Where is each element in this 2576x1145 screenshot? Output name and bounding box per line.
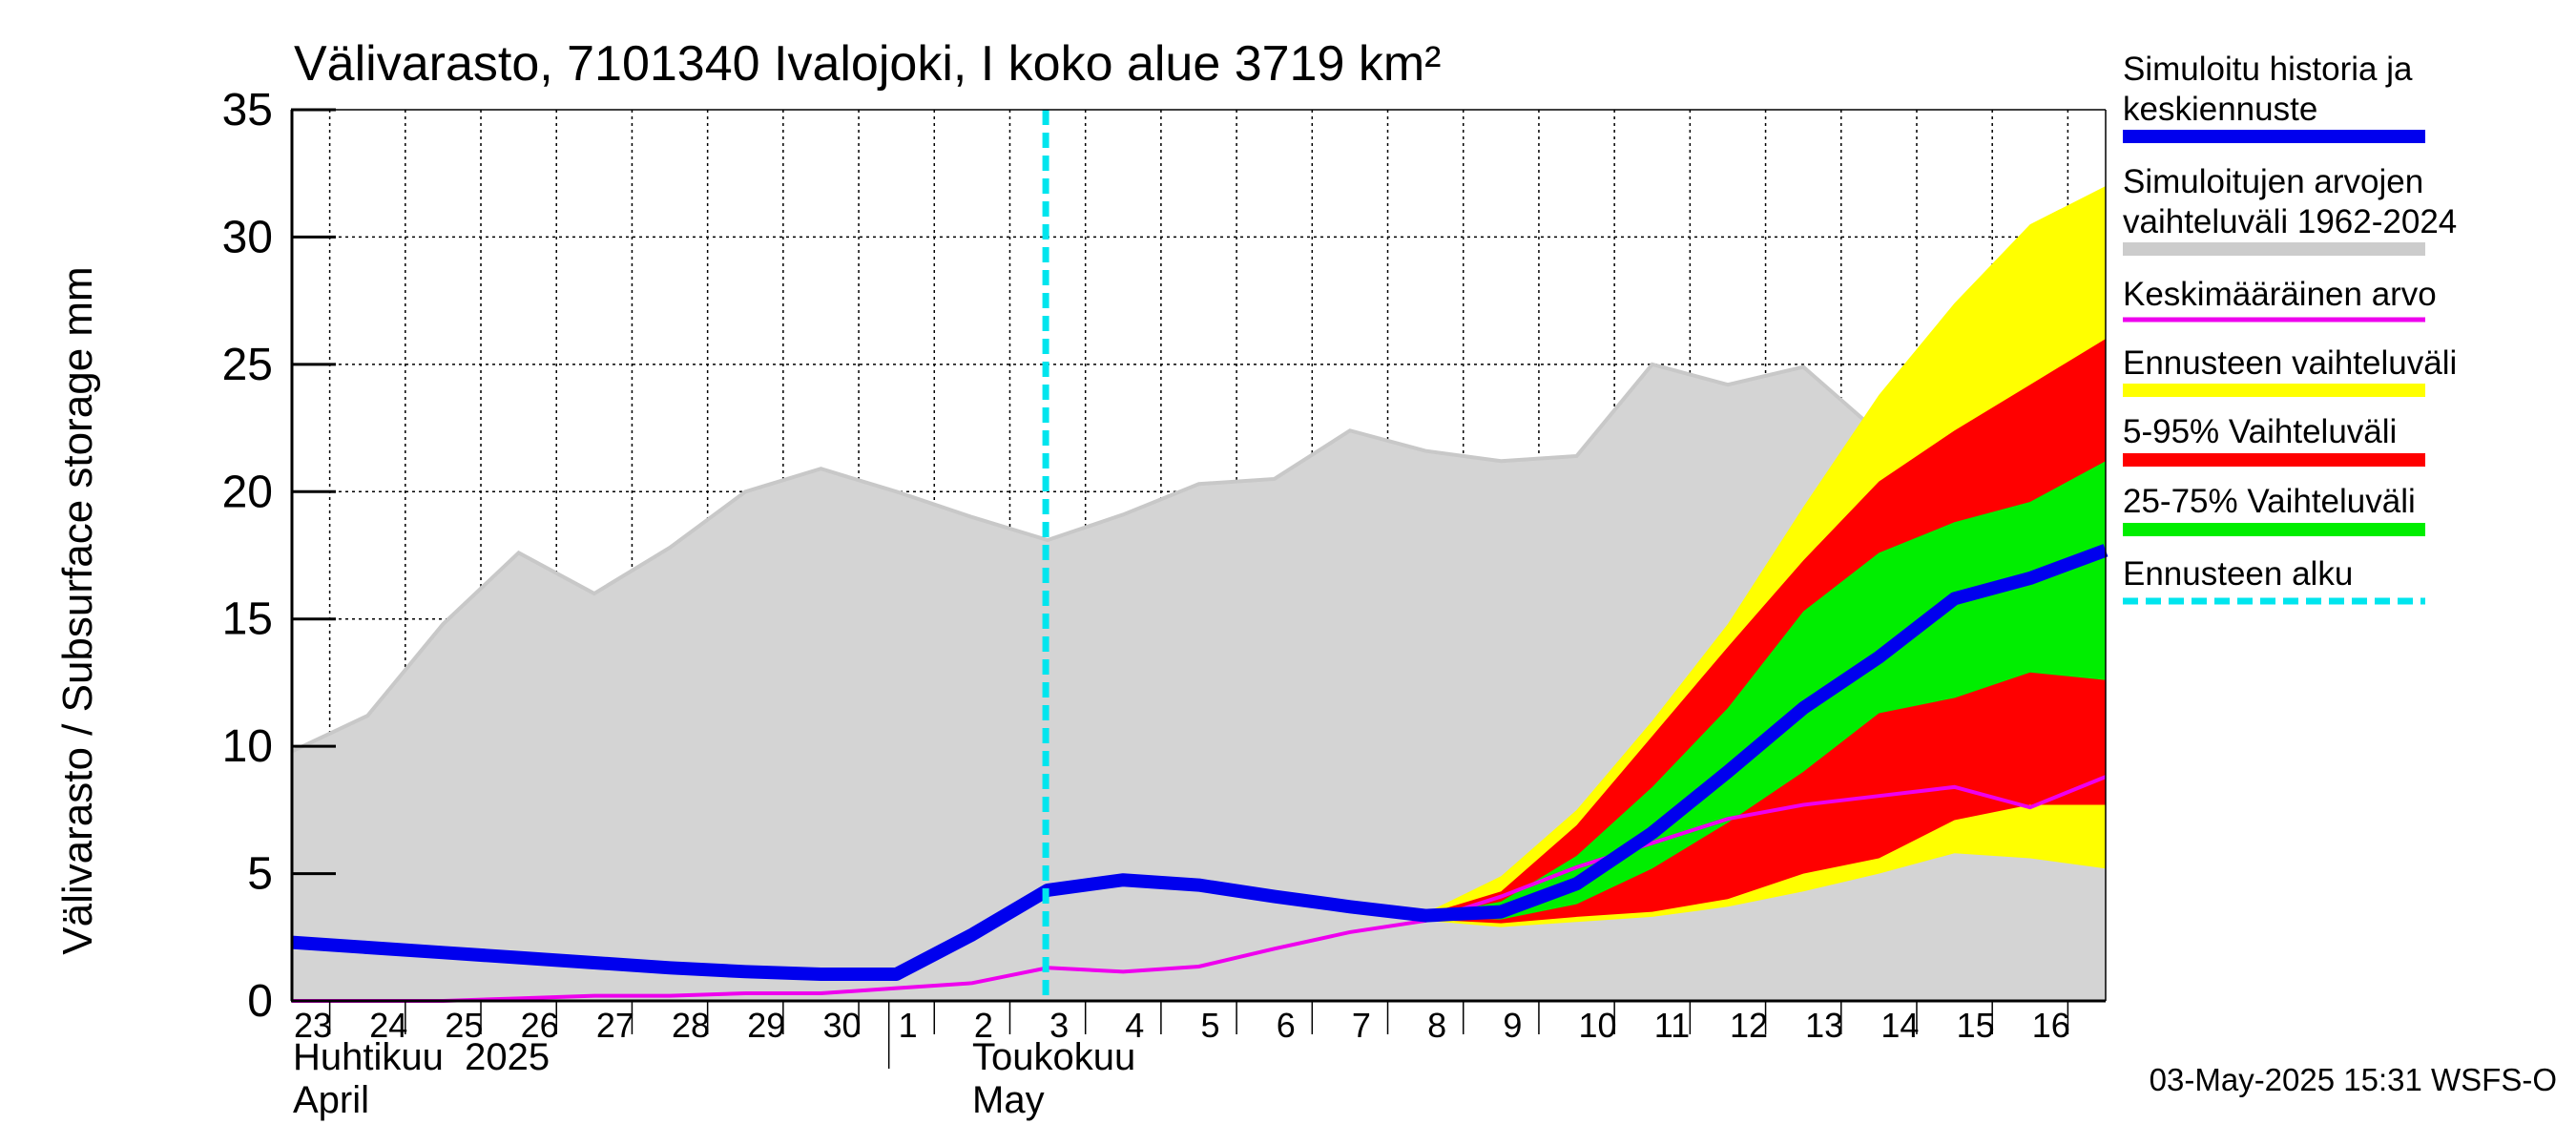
x-tick-label: 5 (1201, 1006, 1220, 1045)
legend-sim-label-2: keskiennuste (2123, 91, 2317, 128)
legend-p595-label: 5-95% Vaihteluväli (2123, 413, 2397, 450)
legend: Simuloitu historia ja keskiennuste Simul… (2123, 51, 2457, 605)
month-label-may-en: May (972, 1079, 1045, 1121)
legend-start-label: Ennusteen alku (2123, 555, 2353, 593)
x-tick-label: 7 (1352, 1006, 1371, 1045)
x-tick-label: 29 (747, 1006, 785, 1045)
x-tick-label: 23 (294, 1006, 332, 1045)
x-tick-label: 15 (1957, 1006, 1995, 1045)
x-tick-label: 16 (2032, 1006, 2070, 1045)
x-tick-label: 26 (521, 1006, 559, 1045)
x-tick-label: 2 (974, 1006, 993, 1045)
p25-75-band (1048, 461, 2106, 920)
hist-range-upper-line (291, 337, 2107, 754)
month-label-april-fi: Huhtikuu 2025 (293, 1036, 550, 1078)
x-tick-label: 1 (899, 1006, 918, 1045)
x-tick-label: 12 (1730, 1006, 1768, 1045)
legend-range-label-2: vaihteluväli 1962-2024 (2123, 203, 2457, 240)
legend-sim-label-1: Simuloitu historia ja (2123, 51, 2413, 88)
legend-mean-label: Keskimääräinen arvo (2123, 276, 2437, 313)
p5-95-band (1048, 339, 2106, 924)
y-tick-label: 5 (247, 849, 273, 900)
x-tick-label: 13 (1805, 1006, 1843, 1045)
y-tick-label: 15 (222, 594, 273, 645)
x-tick-label: 11 (1654, 1006, 1690, 1045)
x-tick-label: 30 (822, 1006, 861, 1045)
y-tick-label: 10 (222, 721, 273, 772)
series-lines (291, 110, 2109, 1003)
y-tick-label: 25 (222, 340, 273, 390)
y-tick-label: 35 (222, 85, 273, 135)
x-tick-label: 25 (445, 1006, 483, 1045)
x-tick-label: 28 (672, 1006, 710, 1045)
x-tick-label: 27 (596, 1006, 634, 1045)
month-label-april-en: April (293, 1079, 369, 1121)
x-tick-label: 4 (1125, 1006, 1144, 1045)
legend-p2575-label: 25-75% Vaihteluväli (2123, 483, 2416, 520)
mean-line (292, 775, 2107, 1003)
y-tick-label: 0 (247, 976, 273, 1027)
x-tick-label: 14 (1880, 1006, 1919, 1045)
y-tick-label: 20 (222, 467, 273, 517)
x-tick-label: 6 (1277, 1006, 1296, 1045)
footer-timestamp: 03-May-2025 15:31 WSFS-O (2150, 1062, 2557, 1097)
legend-range-label-1: Simuloitujen arvojen (2123, 163, 2423, 200)
x-tick-label: 3 (1049, 1006, 1069, 1045)
month-label-may-fi: Toukokuu (972, 1036, 1135, 1078)
legend-fc-label: Ennusteen vaihteluväli (2123, 344, 2457, 382)
chart-title: Välivarasto, 7101340 Ivalojoki, I koko a… (294, 36, 1441, 92)
x-tick-label: 8 (1427, 1006, 1446, 1045)
y-axis-label: Välivarasto / Subsurface storage mm (54, 266, 101, 954)
x-tick-label: 10 (1579, 1006, 1617, 1045)
y-tick-label: 30 (222, 212, 273, 262)
x-tick-label: 9 (1503, 1006, 1522, 1045)
simulated-line (291, 544, 2109, 981)
x-tick-label: 24 (369, 1006, 407, 1045)
